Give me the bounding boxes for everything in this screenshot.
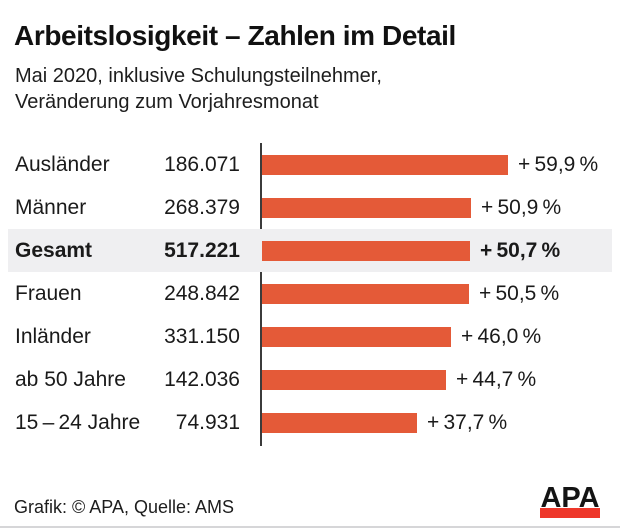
bar (262, 154, 508, 175)
bar-cell: + 59,9 % (262, 143, 598, 186)
absolute-count: 186.071 (164, 152, 240, 176)
chart-row-maenner: Männer 268.379 + 50,9 % (0, 186, 620, 229)
percent-label: + 44,7 % (456, 367, 537, 391)
percent-label: + 59,9 % (518, 152, 599, 176)
absolute-count: 142.036 (164, 367, 240, 391)
source-credit: Grafik: © APA, Quelle: AMS (14, 497, 235, 517)
category-label: Frauen (15, 281, 82, 305)
subtitle-line-2: Veränderung zum Vorjahresmonat (15, 91, 319, 113)
chart-row-ab50: ab 50 Jahre 142.036 + 44,7 % (0, 358, 620, 401)
chart-row-15-24: 15 – 24 Jahre 74.931 + 37,7 % (0, 401, 620, 444)
category-label: Inländer (15, 324, 91, 348)
percent-label: + 50,5 % (479, 281, 560, 305)
bottom-border (0, 526, 620, 528)
percent-label: + 37,7 % (427, 410, 508, 434)
bar (262, 283, 469, 304)
axis-baseline (260, 143, 262, 446)
bar (262, 197, 471, 218)
bar-cell: + 37,7 % (262, 401, 507, 444)
absolute-count: 268.379 (164, 195, 240, 219)
absolute-count: 248.842 (164, 281, 240, 305)
absolute-count: 74.931 (175, 410, 240, 434)
subtitle: Mai 2020, inklusive Schulungsteilnehmer,… (15, 63, 382, 115)
bar (262, 240, 470, 261)
chart-row-frauen: Frauen 248.842 + 50,5 % (0, 272, 620, 315)
category-label: Gesamt (15, 238, 93, 262)
chart-row-inlaender: Inländer 331.150 + 46,0 % (0, 315, 620, 358)
percent-label: + 46,0 % (461, 324, 542, 348)
absolute-count: 517.221 (164, 238, 240, 262)
chart-row-auslaender: Ausländer 186.071 + 59,9 % (0, 143, 620, 186)
bar-cell: + 44,7 % (262, 358, 536, 401)
bar (262, 326, 451, 347)
percent-label: + 50,7 % (480, 238, 561, 262)
category-label: 15 – 24 Jahre (15, 410, 141, 434)
chart-row-gesamt-highlighted: Gesamt 517.221 + 50,7 % (0, 229, 620, 272)
bar-cell: + 46,0 % (262, 315, 541, 358)
category-label: ab 50 Jahre (15, 367, 126, 391)
bar (262, 412, 417, 433)
category-label: Männer (15, 195, 87, 219)
subtitle-line-1: Mai 2020, inklusive Schulungsteilnehmer, (15, 65, 382, 87)
apa-logo-text: APA (540, 482, 600, 514)
absolute-count: 331.150 (164, 324, 240, 348)
percent-label: + 50,9 % (481, 195, 562, 219)
page-title: Arbeitslosigkeit – Zahlen im Detail (14, 20, 456, 51)
bar (262, 369, 446, 390)
bar-cell: + 50,7 % (262, 229, 560, 272)
category-label: Ausländer (15, 152, 110, 176)
apa-logo: APA (540, 482, 600, 518)
bar-cell: + 50,9 % (262, 186, 561, 229)
bar-chart: Ausländer 186.071 + 59,9 % Männer 268.37… (0, 143, 620, 444)
bar-cell: + 50,5 % (262, 272, 559, 315)
apa-logo-red-bar (540, 508, 600, 518)
